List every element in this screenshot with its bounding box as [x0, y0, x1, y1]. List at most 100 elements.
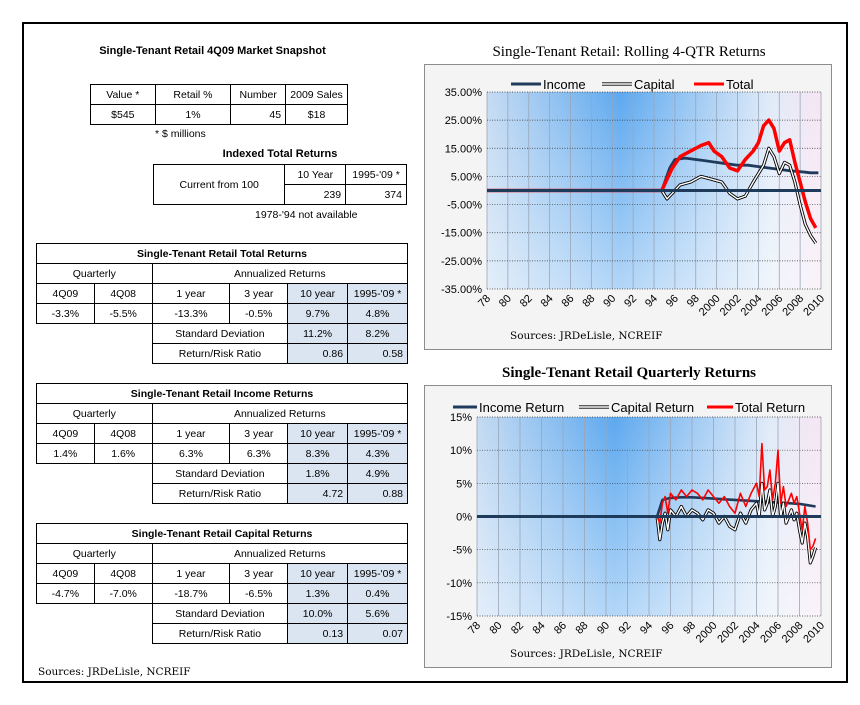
- snapshot-value-row: $545 1% 45 $18: [90, 104, 348, 125]
- total-ratio-label: Return/Risk Ratio: [151, 343, 289, 364]
- c2-x-tick-label: 2008: [780, 620, 806, 646]
- svg-text:Capital: Capital: [634, 77, 675, 92]
- income-ratio-1995: 0.88: [347, 483, 408, 504]
- total-value-3y: -0.5%: [229, 303, 289, 324]
- capital-ratio-1995: 0.07: [347, 623, 408, 644]
- total-value-1995: 4.8%: [347, 303, 408, 324]
- c2-y-tick-label: -15%: [446, 611, 472, 623]
- c1-legend-item-total: Total: [694, 77, 754, 92]
- total-ratio-1995: 0.58: [347, 343, 408, 364]
- capital-quarterly-label: Quarterly: [36, 543, 153, 564]
- c1-x-tick-label: 2006: [760, 293, 786, 319]
- quarterly-returns-chart: 15%10%5%0%-5%-10%-15%78 80 82 84 86 88 90 92 94 9…: [446, 400, 827, 646]
- total-header-1y: 1 year: [151, 283, 231, 304]
- income-std-10y: 1.8%: [287, 463, 349, 484]
- income-value-10y: 8.3%: [287, 443, 349, 464]
- snapshot-retail: 1%: [154, 104, 232, 125]
- capital-returns-title: Single-Tenant Retail Capital Returns: [36, 523, 408, 544]
- c2-y-tick-label: 15%: [450, 412, 472, 424]
- c2-series-capital-return-line: [655, 481, 818, 565]
- c1-x-tick-label: 2004: [739, 293, 765, 319]
- income-header-1995: 1995-'09 *: [347, 423, 408, 444]
- c2-x-tick-label: 94: [638, 620, 655, 637]
- c1-y-tick-label: 15.00%: [445, 143, 483, 155]
- c2-y-tick-label: 0%: [456, 512, 472, 524]
- total-std-1995: 8.2%: [347, 323, 408, 344]
- total-header-1995: 1995-'09 *: [347, 283, 408, 304]
- c2-x-tick-label: 2006: [758, 620, 784, 646]
- chart1-box: 35.00% 25.00% 15.00% 5.00% -5.00% -15.00% -25.…: [424, 64, 832, 350]
- capital-value-3y: -6.5%: [229, 583, 289, 604]
- indexed-table: Current from 100 10 Year 1995-'09 * 239 …: [152, 164, 407, 205]
- c2-x-tick-label: 80: [487, 620, 504, 637]
- total-value-10y: 9.7%: [287, 303, 349, 324]
- indexed-10y: 239: [284, 184, 347, 205]
- income-ratio-label: Return/Risk Ratio: [151, 483, 289, 504]
- c1-series-total-line: [487, 118, 818, 229]
- c1-y-tick-label: -25.00%: [441, 256, 482, 268]
- c1-x-tick-label: 90: [601, 293, 618, 310]
- indexed-header-1995: 1995-'09 *: [345, 164, 407, 185]
- total-value-4q09: -3.3%: [36, 303, 95, 324]
- c2-x-tick-label: 90: [595, 620, 612, 637]
- total-returns-table: Single-Tenant Retail Total Returns Quart…: [36, 243, 409, 364]
- capital-header-4q09: 4Q09: [36, 563, 95, 584]
- rolling-returns-chart: 35.00% 25.00% 15.00% 5.00% -5.00% -15.00% -25.…: [441, 77, 827, 319]
- capital-std-10y: 10.0%: [287, 603, 349, 624]
- capital-std-1995: 5.6%: [347, 603, 408, 624]
- c2-legend-item-capital-return: Capital Return: [579, 400, 694, 415]
- c1-x-tick-label: 94: [643, 293, 660, 310]
- chart1-title: Single-Tenant Retail: Rolling 4-QTR Retu…: [492, 44, 766, 60]
- income-header-4q09: 4Q09: [36, 423, 95, 444]
- chart2-source: Sources: JRDeLisle, NCREIF: [510, 648, 663, 660]
- c2-x-tick-label: 88: [573, 620, 590, 637]
- income-value-1995: 4.3%: [347, 443, 408, 464]
- snapshot-number: 45: [230, 104, 287, 125]
- income-returns-title: Single-Tenant Retail Income Returns: [36, 383, 408, 404]
- income-header-4q08: 4Q08: [93, 423, 153, 444]
- svg-text:Capital Return: Capital Return: [611, 400, 694, 415]
- snapshot-sales: $18: [285, 104, 348, 125]
- capital-value-10y: 1.3%: [287, 583, 349, 604]
- capital-returns-table: Single-Tenant Retail Capital Returns Qua…: [36, 523, 409, 644]
- capital-header-3y: 3 year: [229, 563, 289, 584]
- total-value-1y: -13.3%: [151, 303, 231, 324]
- snapshot-header-number: Number: [230, 84, 287, 105]
- indexed-label: Current from 100: [152, 164, 286, 205]
- snapshot-header-retail: Retail %: [154, 84, 232, 105]
- total-header-4q08: 4Q08: [93, 283, 153, 304]
- c2-x-tick-label: 96: [659, 620, 676, 637]
- c2-legend-item-income-return: Income Return: [453, 400, 564, 415]
- c1-y-tick-label: -35.00%: [441, 284, 482, 296]
- c1-x-tick-label: 2002: [718, 293, 744, 319]
- capital-header-1y: 1 year: [151, 563, 231, 584]
- c1-y-tick-label: -5.00%: [447, 200, 482, 212]
- svg-text:Total: Total: [726, 77, 754, 92]
- total-std-10y: 11.2%: [287, 323, 349, 344]
- c2-x-tick-label: 82: [509, 620, 526, 637]
- capital-value-4q09: -4.7%: [36, 583, 95, 604]
- chart2-title: Single-Tenant Retail Quarterly Returns: [501, 365, 757, 381]
- capital-value-4q08: -7.0%: [93, 583, 153, 604]
- total-std-label: Standard Deviation: [151, 323, 289, 344]
- indexed-value-row: 239 374: [154, 184, 407, 205]
- c1-y-tick-label: -15.00%: [441, 228, 482, 240]
- income-ratio-10y: 4.72: [287, 483, 349, 504]
- c1-x-tick-label: 92: [622, 293, 639, 310]
- c1-y-tick-label: 35.00%: [445, 87, 483, 99]
- c1-x-tick-label: 82: [518, 293, 535, 310]
- capital-ratio-10y: 0.13: [287, 623, 349, 644]
- income-header-10y: 10 year: [287, 423, 349, 444]
- c1-legend-item-capital: Capital: [602, 77, 675, 92]
- c2-legend-item-total-return: Total Return: [707, 400, 805, 415]
- page-sources: Sources: JRDeLisle, NCREIF: [38, 666, 191, 678]
- total-annualized-label: Annualized Returns: [151, 263, 409, 284]
- total-returns-title: Single-Tenant Retail Total Returns: [36, 243, 408, 264]
- c2-x-tick-label: 2002: [715, 620, 741, 646]
- c1-x-tick-label: 2008: [780, 293, 806, 319]
- income-value-1y: 6.3%: [151, 443, 231, 464]
- indexed-header-10y: 10 Year: [284, 164, 347, 185]
- income-std-label: Standard Deviation: [151, 463, 289, 484]
- c1-x-tick-label: 84: [539, 293, 556, 310]
- income-value-3y: 6.3%: [229, 443, 289, 464]
